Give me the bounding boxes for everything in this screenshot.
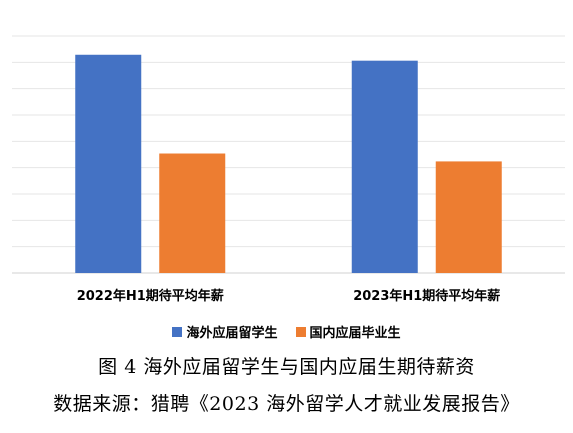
legend: 海外应届留学生 国内应届毕业生 <box>0 322 573 341</box>
figure-caption: 图 4 海外应届留学生与国内应届生期待薪资 <box>98 356 475 378</box>
bar-chart: 2022年H1期待平均年薪 2023年H1期待平均年薪 <box>12 35 565 304</box>
bar-domestic-1 <box>435 161 502 273</box>
x-tick-label: 2022年H1期待平均年薪 <box>77 288 224 304</box>
legend-item-overseas: 海外应届留学生 <box>172 322 278 341</box>
legend-swatch-overseas <box>172 326 183 337</box>
bar-overseas-0 <box>75 54 142 274</box>
legend-label-domestic: 国内应届毕业生 <box>309 326 401 341</box>
legend-swatch-domestic <box>295 326 306 337</box>
bar-overseas-1 <box>351 60 418 273</box>
source-caption: 数据来源：猎聘《2023 海外留学人才就业发展报告》 <box>53 393 520 415</box>
bar-domestic-0 <box>159 153 226 273</box>
legend-item-domestic: 国内应届毕业生 <box>295 322 401 341</box>
x-axis-labels: 2022年H1期待平均年薪 2023年H1期待平均年薪 <box>77 288 501 304</box>
legend-label-overseas: 海外应届留学生 <box>186 326 278 341</box>
bars <box>75 54 502 274</box>
x-tick-label: 2023年H1期待平均年薪 <box>353 288 500 304</box>
